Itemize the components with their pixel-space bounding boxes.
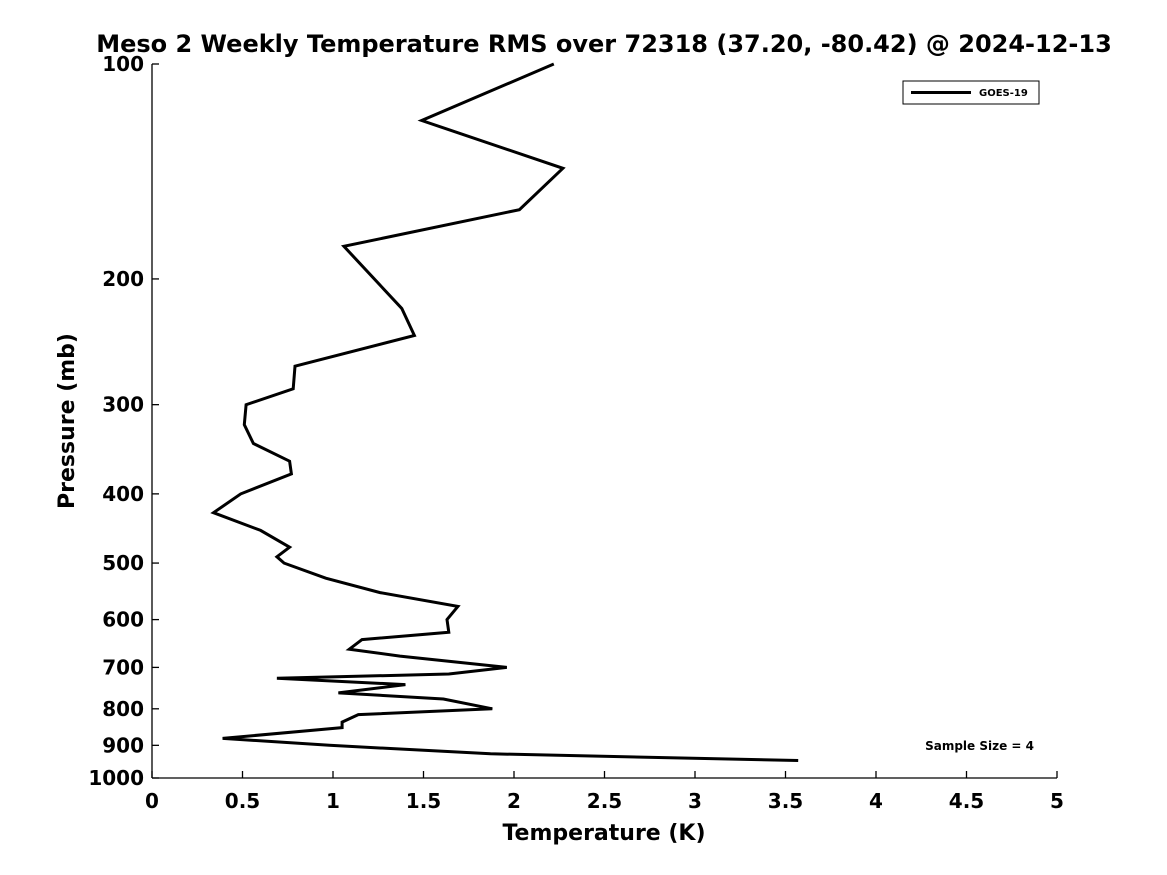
x-ticks: 0 0.5 1 1.5 2 2.5 3 3.5 4 4.5 5 — [145, 771, 1064, 813]
sample-size-annotation: Sample Size = 4 — [925, 739, 1034, 753]
x-tick-label: 0.5 — [225, 789, 260, 813]
legend: GOES-19 — [902, 80, 1040, 105]
series-line-goes-19 — [210, 62, 799, 762]
x-tick-label: 3.5 — [768, 789, 803, 813]
y-ticks: 100 200 300 400 500 600 700 800 900 1000 — [88, 52, 159, 790]
x-tick-label: 2 — [507, 789, 521, 813]
y-tick-label: 800 — [102, 697, 144, 721]
y-tick-label: 200 — [102, 267, 144, 291]
y-tick-label: 900 — [102, 733, 144, 757]
y-tick-label: 100 — [102, 52, 144, 76]
y-tick-label: 1000 — [88, 766, 144, 790]
x-axis-label: Temperature (K) — [502, 821, 705, 846]
x-tick-label: 1.5 — [406, 789, 441, 813]
x-tick-label: 4.5 — [949, 789, 984, 813]
x-tick-label: 0 — [145, 789, 159, 813]
series-layer — [210, 62, 799, 762]
plot-area — [151, 64, 1057, 779]
legend-label-goes-19: GOES-19 — [979, 88, 1028, 99]
x-tick-label: 2.5 — [587, 789, 622, 813]
y-tick-label: 300 — [102, 393, 144, 417]
y-tick-label: 500 — [102, 551, 144, 575]
y-axis-label: Pressure (mb) — [55, 333, 80, 509]
chart-title: Meso 2 Weekly Temperature RMS over 72318… — [96, 30, 1112, 58]
x-tick-label: 5 — [1050, 789, 1064, 813]
x-tick-label: 3 — [688, 789, 702, 813]
y-tick-label: 400 — [102, 482, 144, 506]
x-tick-label: 1 — [326, 789, 340, 813]
x-tick-label: 4 — [869, 789, 883, 813]
y-tick-label: 600 — [102, 608, 144, 632]
y-tick-label: 700 — [102, 655, 144, 679]
